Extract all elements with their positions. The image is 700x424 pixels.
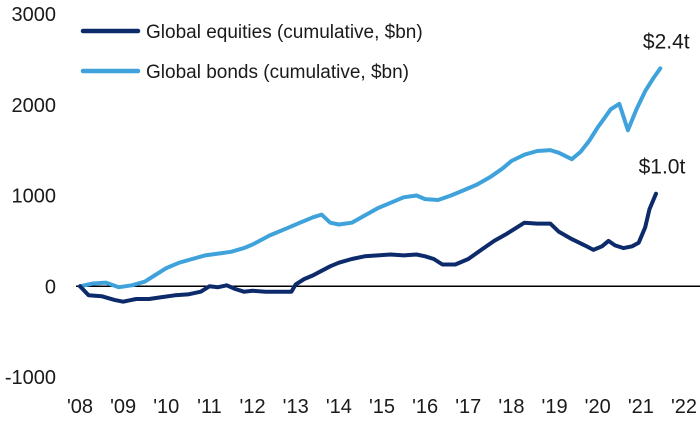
end-labels: $1.0t $2.4t <box>639 30 690 178</box>
y-tick-label: -1000 <box>5 367 56 389</box>
y-axis-ticks: 3000 2000 1000 0 -1000 <box>5 4 56 389</box>
bonds-end-label: $2.4t <box>643 30 690 53</box>
x-tick-label: '21 <box>628 396 654 418</box>
x-tick-label: '19 <box>542 396 568 418</box>
x-tick-label: '14 <box>326 396 352 418</box>
legend: Global equities (cumulative, $bn) Global… <box>80 22 423 83</box>
equities-line <box>78 191 658 304</box>
x-tick-label: '10 <box>153 396 179 418</box>
x-tick-label: '13 <box>283 396 309 418</box>
x-tick-label: '18 <box>498 396 524 418</box>
x-tick-label: '11 <box>197 396 222 418</box>
x-tick-label: '15 <box>369 396 395 418</box>
x-tick-label: '16 <box>412 396 438 418</box>
legend-label-bonds: Global bonds (cumulative, $bn) <box>146 62 409 83</box>
legend-label-equities: Global equities (cumulative, $bn) <box>146 22 423 43</box>
x-tick-label: '08 <box>67 396 93 418</box>
bonds-line <box>78 66 663 290</box>
y-tick-label: 1000 <box>12 186 57 208</box>
x-tick-label: '22 <box>671 396 697 418</box>
x-tick-label: '12 <box>240 396 266 418</box>
x-tick-label: '20 <box>585 396 611 418</box>
y-tick-label: 2000 <box>12 95 57 117</box>
equities-end-label: $1.0t <box>639 156 686 179</box>
y-tick-label: 0 <box>45 276 56 298</box>
x-tick-label: '09 <box>110 396 136 418</box>
x-tick-label: '17 <box>455 396 481 418</box>
series-lines <box>78 66 663 304</box>
y-tick-label: 3000 <box>12 4 57 26</box>
x-axis-ticks: '08 '09 '10 '11 '12 '13 '14 '15 '16 '17 '18 '19 '20 '… <box>67 396 697 418</box>
